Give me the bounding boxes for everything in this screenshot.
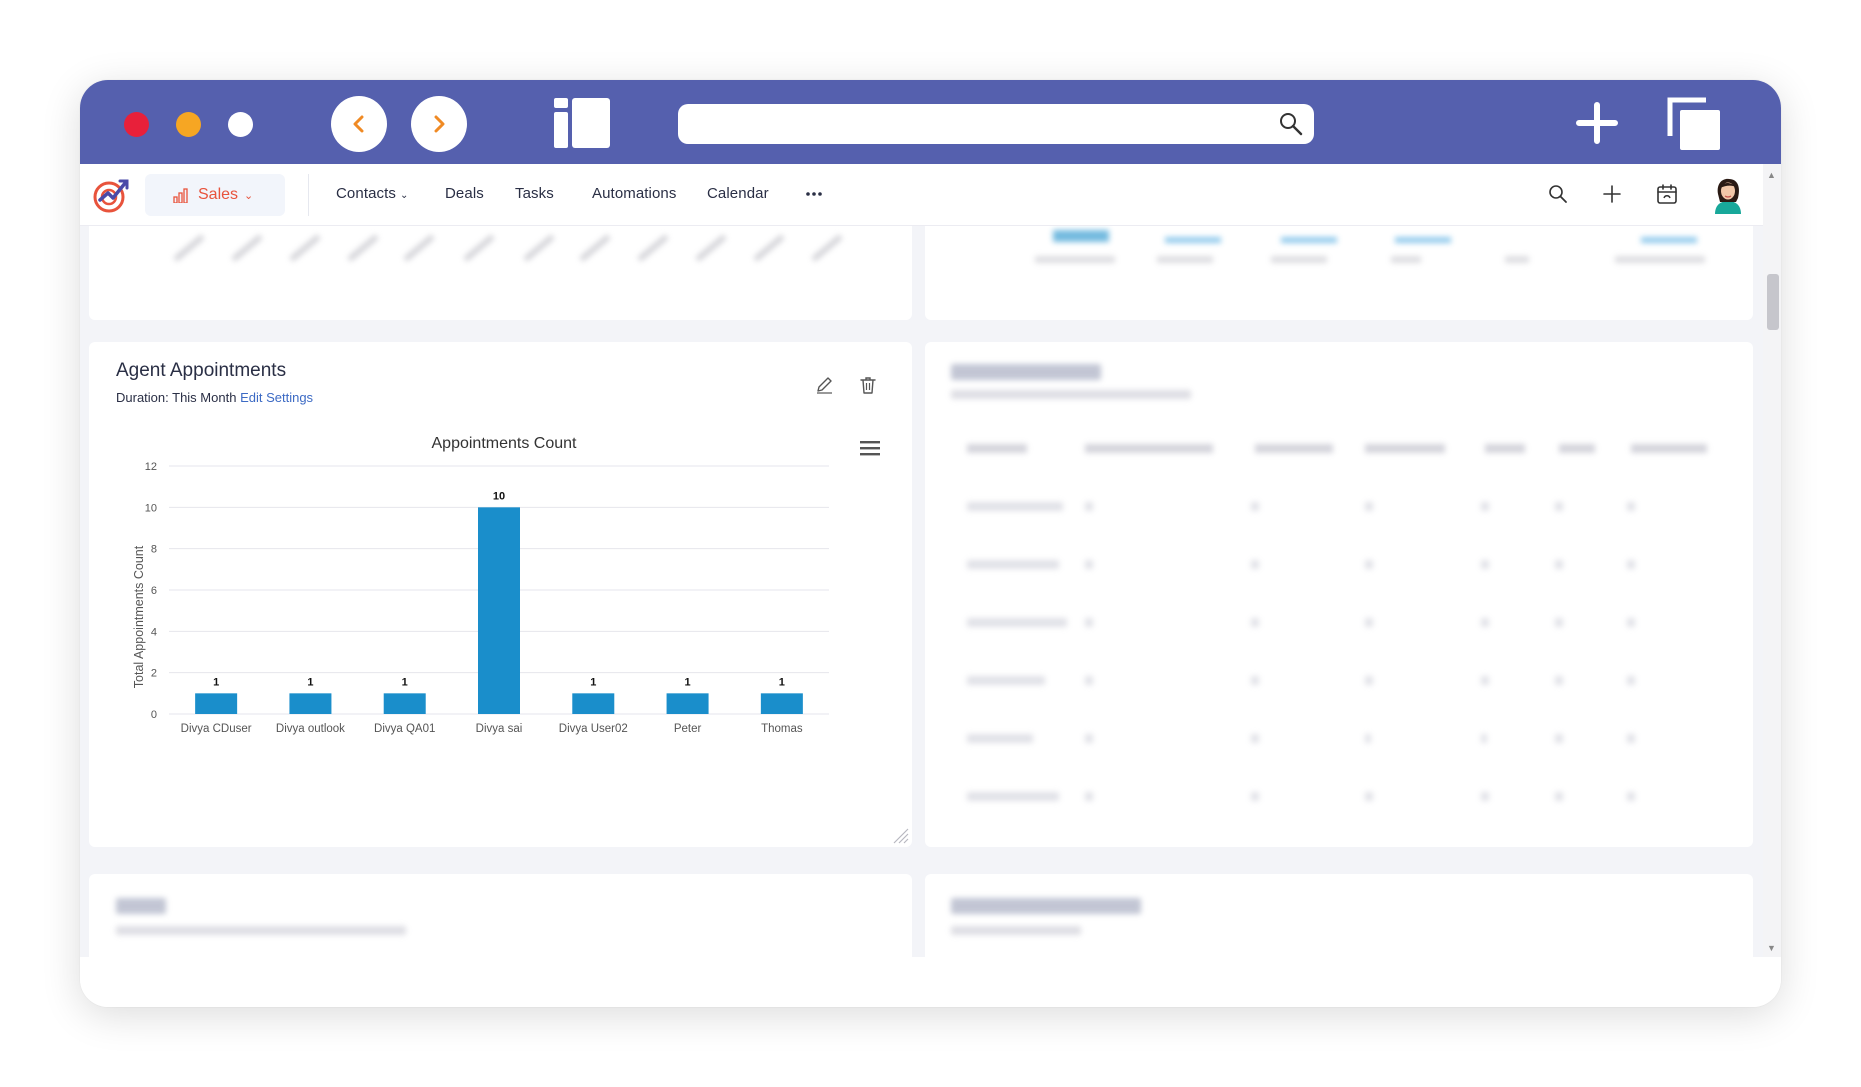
bar-divya-sai[interactable] <box>478 507 520 714</box>
avatar[interactable] <box>1710 176 1746 214</box>
agent-appointments-widget: Agent Appointments Duration: This Month … <box>89 342 912 847</box>
url-bar[interactable] <box>678 104 1314 144</box>
y-tick-label: 4 <box>151 626 157 638</box>
blurred-widget-total-appointments <box>925 874 1753 957</box>
blurred-widget-calls <box>89 874 912 957</box>
x-tick-label: Peter <box>674 723 702 735</box>
module-switcher[interactable]: Sales ⌄ <box>145 174 285 216</box>
nav-calendar[interactable]: Calendar <box>707 185 769 202</box>
data-label: 1 <box>590 676 596 688</box>
chevron-left-icon <box>353 115 364 133</box>
blurred-widget-closed-deals <box>925 342 1753 847</box>
bar-thomas[interactable] <box>760 693 803 714</box>
blurred-chart-bars <box>1035 230 1705 263</box>
blurred-table <box>951 364 1707 801</box>
maximize-window-button[interactable] <box>228 112 253 137</box>
chevron-down-icon: ⌄ <box>400 190 409 201</box>
minimize-window-button[interactable] <box>176 112 201 137</box>
chevron-down-icon: ⌄ <box>244 189 254 202</box>
y-tick-label: 2 <box>151 668 157 680</box>
dashboard-content: Agent Appointments Duration: This Month … <box>80 226 1763 957</box>
nav-divider <box>308 174 309 216</box>
edit-settings-link[interactable]: Edit Settings <box>240 390 314 405</box>
bar-divya-qa01[interactable] <box>383 693 426 714</box>
appointments-bar-chart: Appointments Count Total Appointments Co… <box>132 435 880 735</box>
back-button[interactable] <box>331 96 387 152</box>
data-label: 1 <box>685 676 691 688</box>
tabs-overview-icon[interactable] <box>1666 96 1722 152</box>
bar-chart-icon <box>173 187 188 203</box>
app-navbar: Sales ⌄ Contacts ⌄ Deals Tasks Automation… <box>80 164 1763 226</box>
nav-deals[interactable]: Deals <box>445 185 484 202</box>
chevron-right-icon <box>434 115 445 133</box>
data-label: 1 <box>307 676 313 688</box>
y-tick-label: 8 <box>151 544 157 556</box>
data-label: 10 <box>493 490 505 502</box>
blurred-chart-labels <box>174 235 842 261</box>
edit-icon[interactable] <box>814 374 836 396</box>
scroll-up-icon[interactable]: ▲ <box>1767 170 1776 180</box>
bar-peter[interactable] <box>666 693 709 714</box>
hamburger-menu-icon[interactable] <box>860 441 880 456</box>
forward-button[interactable] <box>411 96 467 152</box>
app-logo-icon[interactable] <box>92 176 130 214</box>
plus-icon[interactable] <box>1600 182 1624 206</box>
data-label: 1 <box>213 676 219 688</box>
scrollbar-thumb[interactable] <box>1767 274 1779 330</box>
x-tick-label: Divya outlook <box>276 723 345 735</box>
bar-divya-outlook[interactable] <box>289 693 332 714</box>
chart-title: Appointments Count <box>432 435 578 452</box>
calendar-icon[interactable] <box>1655 182 1679 206</box>
x-tick-label: Divya User02 <box>559 723 628 735</box>
nav-contacts[interactable]: Contacts ⌄ <box>336 185 408 202</box>
nav-contacts-label: Contacts <box>336 185 396 202</box>
ellipsis-icon[interactable] <box>802 182 826 206</box>
browser-window: Sales ⌄ Contacts ⌄ Deals Tasks Automation… <box>80 80 1781 1007</box>
scroll-down-icon[interactable]: ▼ <box>1767 943 1776 953</box>
y-tick-label: 12 <box>145 461 157 473</box>
widget-subtitle: Duration: This Month Edit Settings <box>116 390 313 405</box>
module-label: Sales <box>198 186 239 203</box>
x-tick-label: Divya CDuser <box>181 723 252 735</box>
y-tick-label: 0 <box>151 709 157 721</box>
trash-icon[interactable] <box>857 374 879 396</box>
search-icon[interactable] <box>1278 111 1304 137</box>
x-tick-label: Divya QA01 <box>374 723 435 735</box>
new-tab-plus-icon[interactable] <box>1576 102 1618 144</box>
nav-automations[interactable]: Automations <box>592 185 677 202</box>
blurred-widget-top-right <box>925 226 1753 320</box>
duration-label: Duration: This Month <box>116 390 237 405</box>
x-tick-label: Divya sai <box>476 723 523 735</box>
x-tick-label: Thomas <box>761 723 803 735</box>
blurred-widget-top-left <box>89 226 912 320</box>
blurred-card-header <box>116 898 406 935</box>
blurred-card-header <box>951 898 1141 935</box>
data-label: 1 <box>779 676 785 688</box>
search-icon[interactable] <box>1546 182 1570 206</box>
y-tick-label: 6 <box>151 585 157 597</box>
page-scrollbar[interactable]: ▲ ▼ <box>1763 164 1781 957</box>
y-tick-label: 10 <box>145 502 157 514</box>
sidebar-toggle-icon[interactable] <box>554 98 610 148</box>
y-axis-label: Total Appointments Count <box>132 545 146 688</box>
bar-divya-cduser[interactable] <box>195 693 238 714</box>
widget-title: Agent Appointments <box>116 360 287 381</box>
nav-tasks[interactable]: Tasks <box>515 185 554 202</box>
window-bottom-area <box>80 957 1781 1007</box>
data-label: 1 <box>402 676 408 688</box>
resize-handle-icon[interactable] <box>890 825 910 845</box>
bar-divya-user02[interactable] <box>572 693 615 714</box>
close-window-button[interactable] <box>124 112 149 137</box>
window-titlebar <box>80 80 1781 164</box>
